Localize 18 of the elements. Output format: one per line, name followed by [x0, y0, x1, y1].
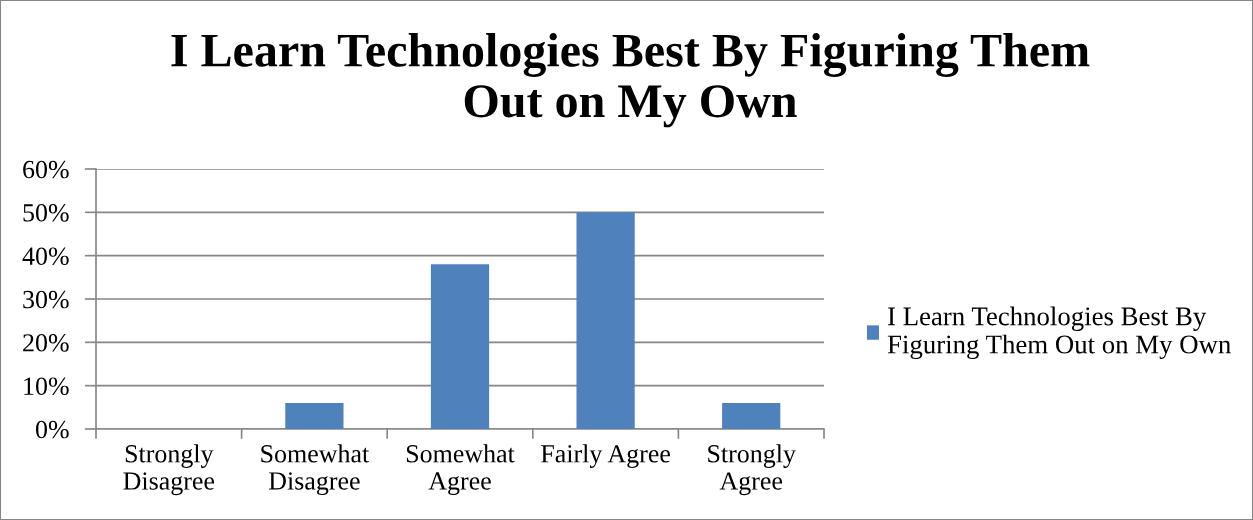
- x-tick-label: Strongly Disagree: [123, 444, 215, 496]
- y-tick-label: 20%: [23, 334, 69, 352]
- x-tick-label: Fairly Agree: [541, 444, 670, 468]
- x-tick-label: Somewhat Disagree: [261, 444, 370, 496]
- y-tick-label: 30%: [23, 290, 69, 309]
- x-tick-label: Somewhat Agree: [406, 444, 515, 496]
- bar: [576, 212, 635, 429]
- y-tick-label: 60%: [23, 160, 69, 179]
- bar: [430, 264, 490, 429]
- x-tick-label: Strongly Agree: [708, 444, 796, 496]
- bar: [722, 403, 781, 429]
- chart-title: I Learn Technologies Best By Figuring Them Out on My Own: [171, 33, 1090, 128]
- y-tick-label: 0%: [35, 420, 69, 439]
- y-tick-label: 40%: [22, 247, 69, 266]
- legend-label: I Learn Technologies Best By Figuring Them Out on My Own: [887, 306, 1231, 360]
- bar: [285, 403, 344, 429]
- y-tick-label: 10%: [24, 377, 69, 396]
- y-tick-label: 50%: [23, 204, 69, 222]
